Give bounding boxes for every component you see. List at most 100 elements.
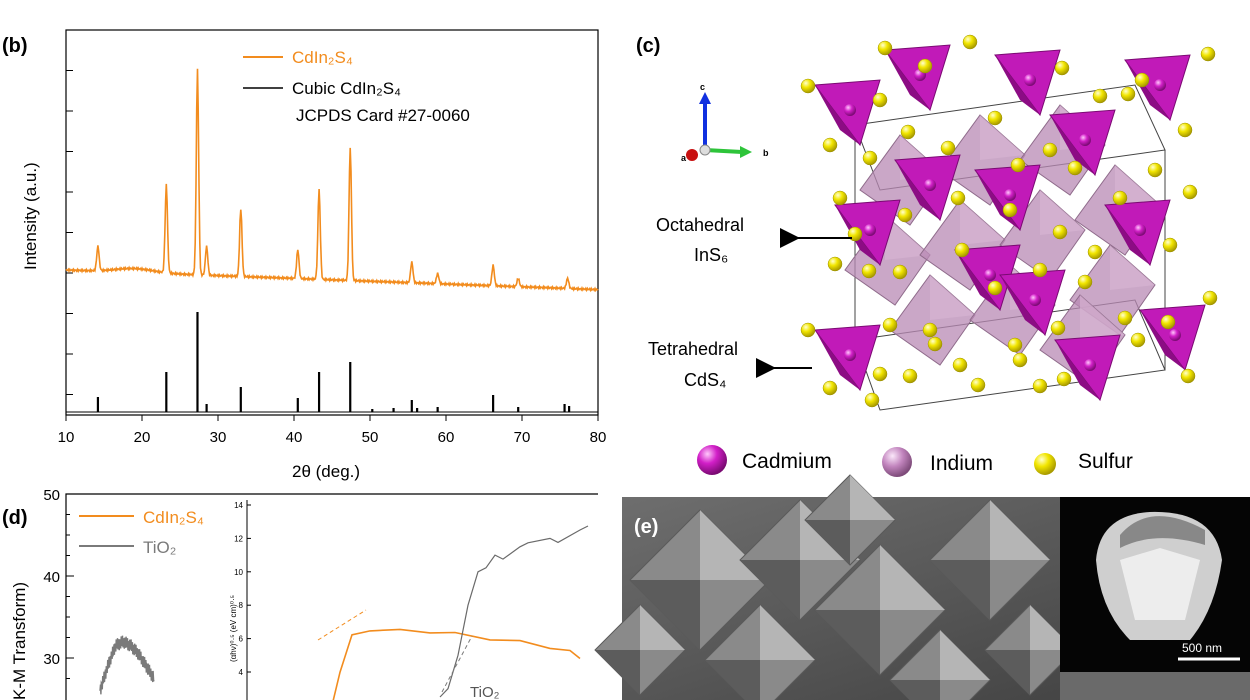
sulfur-atom	[1160, 314, 1176, 330]
sulfur-atom	[1042, 142, 1058, 158]
cadmium-atom	[1004, 189, 1016, 201]
sulfur-atom	[822, 137, 838, 153]
sem-particle-dark-face	[740, 560, 800, 620]
indium-legend-text: Indium	[930, 452, 993, 475]
sulfur-atom	[1002, 202, 1018, 218]
sulfur-atom	[892, 264, 908, 280]
inset-y-tick-label: 4	[239, 668, 244, 677]
sulfur-atom	[1032, 262, 1048, 278]
octahedron-face	[1040, 190, 1085, 235]
sulfur-atom	[900, 124, 916, 140]
tetrahedron-face	[895, 160, 940, 220]
tio2-tauc-fit	[441, 635, 473, 693]
sem-particle-dark-face	[930, 560, 990, 620]
inset-y-ticks: 4 6 8 10 12 14	[234, 501, 251, 677]
b-axis-arrow	[704, 148, 743, 154]
sem-particle-dark-face	[890, 680, 940, 700]
sulfur-atom	[872, 92, 888, 108]
sulfur-atom	[877, 40, 893, 56]
y-tick-label: 50	[43, 487, 60, 504]
panel-c-label: (c)	[636, 35, 660, 57]
octahedron-face	[960, 200, 1005, 245]
axes-origin	[699, 144, 711, 156]
panel-d-label: (d)	[2, 507, 28, 529]
crystal-axes-indicator: c a b	[681, 82, 769, 163]
sulfur-legend-text: Sulfur	[1078, 450, 1133, 473]
sulfur-atom	[952, 357, 968, 373]
xrd-reference-sticks	[96, 312, 571, 412]
octahedron-face	[885, 215, 930, 260]
sulfur-atom	[827, 256, 843, 272]
sem-particle-dark-face	[595, 650, 640, 695]
sulfur-atom	[1032, 378, 1048, 394]
xrd-x-ticks: 10 20 30 40 50 60 70 80	[58, 415, 607, 446]
c-axis-label: c	[700, 82, 705, 92]
sulfur-atom	[927, 336, 943, 352]
cadmium-legend-icon	[697, 445, 727, 475]
cadmium-atom	[984, 269, 996, 281]
sulfur-atom	[1147, 162, 1163, 178]
sulfur-atom	[970, 377, 986, 393]
sulfur-atom	[1182, 184, 1198, 200]
sulfur-atom	[1130, 332, 1146, 348]
tetrahedron-face	[955, 250, 1000, 310]
octahedral-formula: InS₆	[694, 245, 728, 265]
octahedron-face	[1110, 245, 1155, 290]
sulfur-atom	[1177, 122, 1193, 138]
panel-b: (b) 10 20 30 40 50 60 70 80 CdIn₂S₄ Cubic CdIn₂…	[2, 29, 607, 481]
sulfur-atom	[1010, 157, 1026, 173]
y-tick-label: 40	[43, 569, 60, 586]
panel-e-label: (e)	[634, 516, 658, 538]
legend-reference-text: Cubic CdIn₂S₄	[292, 79, 401, 98]
x-tick-label: 80	[590, 429, 607, 446]
inset-tio2-curve	[439, 525, 589, 698]
sulfur-atom	[987, 110, 1003, 126]
tetrahedron-face	[815, 330, 860, 390]
sulfur-atom	[987, 280, 1003, 296]
tetrahedron-face	[1105, 205, 1150, 265]
sulfur-atom	[950, 190, 966, 206]
tetrahedron-face	[1000, 275, 1045, 335]
cadmium-atom	[1029, 294, 1041, 306]
tem-particle-surface	[1120, 516, 1205, 548]
tetrahedral-label: Tetrahedral	[648, 339, 738, 359]
sem-particle-bright-face	[990, 500, 1050, 560]
sem-particle-bright-face	[850, 475, 895, 520]
sem-particle-dark-face	[805, 520, 850, 565]
tetrahedron-face	[1140, 310, 1185, 370]
sem-octahedral-particles	[594, 474, 1076, 700]
indium-legend-icon	[882, 447, 912, 477]
tetrahedron-face	[885, 50, 930, 110]
sulfur-atom	[872, 366, 888, 382]
x-tick-label: 50	[362, 429, 379, 446]
inset-y-tick-label: 8	[239, 601, 244, 610]
sulfur-atom	[1092, 88, 1108, 104]
tetrahedron-face	[995, 55, 1040, 115]
sulfur-atom	[1050, 320, 1066, 336]
sem-particle-bright-face	[880, 545, 945, 610]
tetrahedral-formula: CdS₄	[684, 370, 726, 390]
sulfur-atom	[1180, 368, 1196, 384]
cadmium-atom	[1154, 79, 1166, 91]
cadmium-atom	[1084, 359, 1096, 371]
b-axis-arrowhead	[740, 146, 752, 158]
inset-y-axis-label: (αhν)⁰·⁵ (eV cm)⁰·⁵	[229, 595, 238, 662]
tetrahedron-face	[815, 85, 860, 145]
octahedron-face	[1080, 295, 1125, 340]
inset-y-tick-label: 14	[234, 501, 243, 510]
sulfur-atom	[902, 368, 918, 384]
scale-bar-label: 500 nm	[1182, 641, 1222, 655]
sulfur-atom	[1200, 46, 1216, 62]
sulfur-atom	[1007, 337, 1023, 353]
sulfur-atom	[897, 207, 913, 223]
panel-d: (d) 30 40 50 K-M Transform) CdIn₂S₄ TiO₂ 4…	[2, 487, 598, 700]
sem-particle-bright-face	[760, 605, 815, 660]
tetrahedron-face	[1125, 60, 1170, 120]
x-tick-label: 70	[514, 429, 531, 446]
cadmium-atom	[1079, 134, 1091, 146]
sulfur-atom	[800, 78, 816, 94]
sem-lower-strip	[1060, 672, 1250, 700]
octahedral-label: Octahedral	[656, 215, 744, 235]
sulfur-atom	[1054, 60, 1070, 76]
sulfur-atom	[1162, 237, 1178, 253]
